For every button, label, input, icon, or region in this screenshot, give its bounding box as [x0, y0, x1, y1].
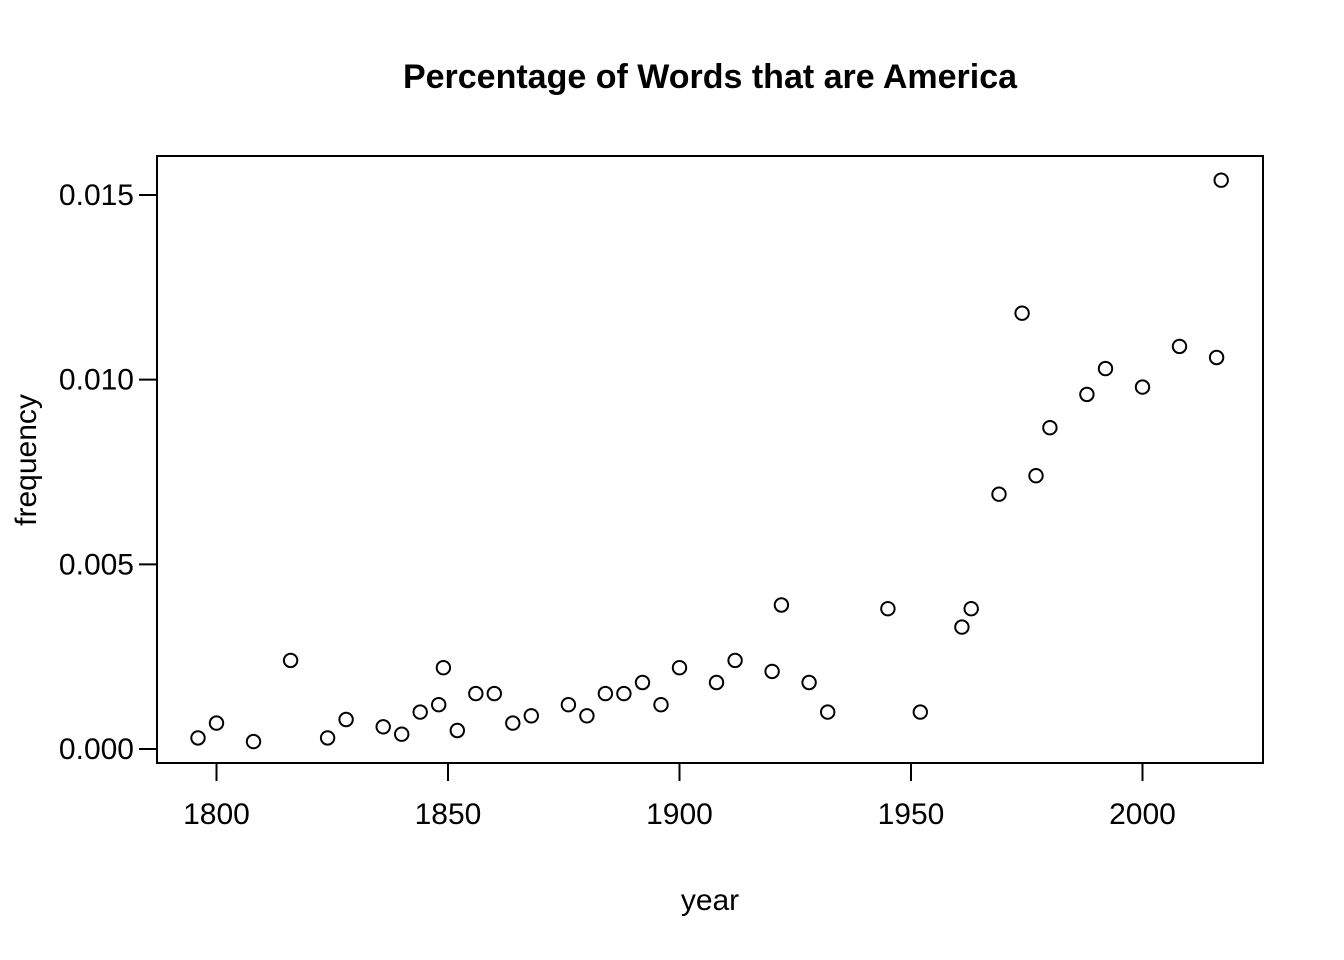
y-axis-tick-label: 0.005 [59, 548, 134, 581]
x-axis-tick-label: 1850 [415, 798, 482, 831]
data-point [991, 486, 1007, 502]
data-point [431, 697, 447, 713]
data-point [190, 730, 206, 746]
data-point [1014, 305, 1030, 321]
data-point [449, 722, 465, 739]
data-point [1042, 420, 1058, 436]
data-point [560, 697, 577, 713]
data-point [597, 685, 614, 702]
data-point [1079, 386, 1095, 403]
data-point [801, 674, 817, 691]
data-point [1213, 172, 1229, 188]
y-axis-tick-label: 0.000 [59, 733, 134, 766]
data-point [616, 685, 632, 702]
data-point [338, 711, 354, 728]
data-point [1134, 379, 1151, 395]
x-axis-tick-label: 1900 [646, 798, 713, 831]
data-point [435, 660, 452, 676]
data-point [412, 704, 428, 720]
data-point [912, 704, 928, 720]
data-point [880, 601, 896, 617]
data-point [505, 715, 521, 731]
data-point [1097, 360, 1114, 377]
data-point [245, 733, 262, 750]
data-point [579, 708, 595, 724]
data-point [468, 685, 484, 702]
data-point [820, 704, 836, 720]
data-point [1208, 349, 1225, 366]
data-point [208, 715, 225, 731]
x-axis-tick-label: 1950 [878, 798, 945, 831]
data-point [523, 708, 539, 724]
data-point [671, 660, 688, 676]
y-axis-tick-label: 0.015 [59, 179, 134, 212]
data-point [634, 674, 651, 691]
data-point [1028, 468, 1044, 484]
y-axis-label: frequency [10, 394, 43, 526]
x-axis-label: year [680, 884, 740, 917]
data-point [653, 697, 669, 713]
data-point [375, 719, 391, 735]
x-axis-tick-label: 1800 [183, 798, 250, 831]
plot-box [156, 155, 1264, 764]
data-point [1171, 338, 1188, 355]
data-point [764, 663, 780, 680]
data-point [773, 597, 790, 613]
x-axis-tick-label: 2000 [1109, 798, 1176, 831]
data-point [727, 652, 743, 669]
chart-title: Percentage of Words that are America [402, 58, 1018, 96]
data-point [319, 730, 336, 746]
data-point [486, 685, 502, 702]
data-point [394, 726, 410, 742]
data-point [708, 674, 725, 691]
data-point [282, 652, 299, 669]
y-axis-tick-label: 0.010 [59, 364, 134, 397]
data-point [954, 619, 970, 635]
data-point [963, 601, 979, 617]
